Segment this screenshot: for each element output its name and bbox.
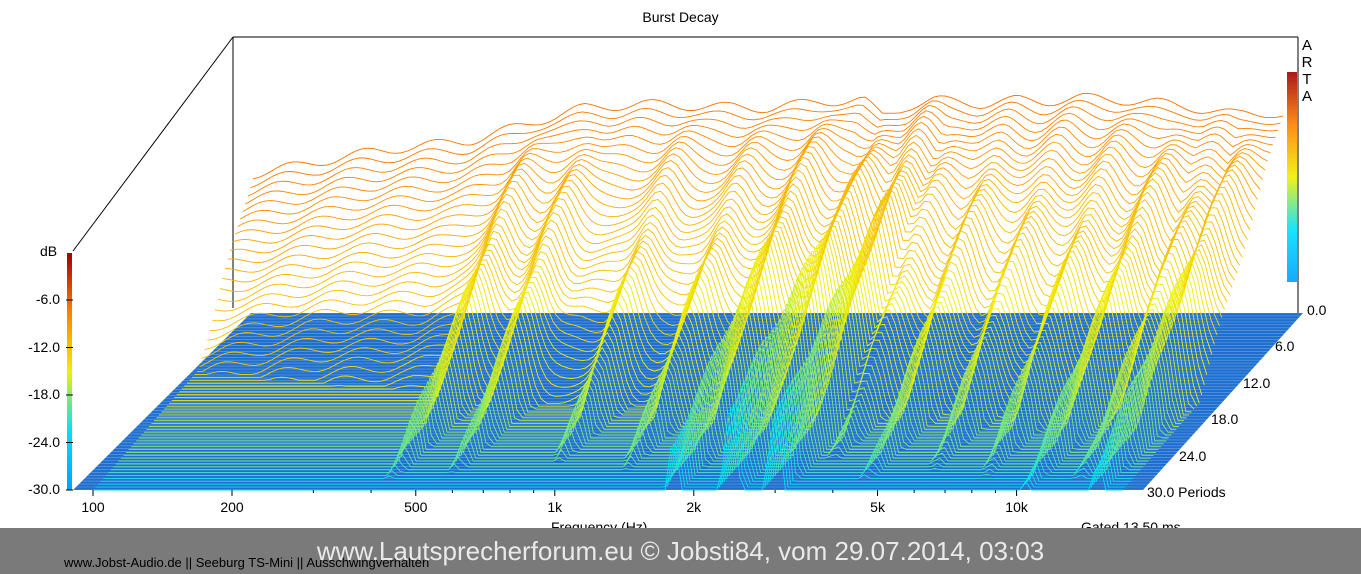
- periods-tick-label: 6.0: [1275, 338, 1295, 355]
- db-colorbar: [67, 72, 1297, 490]
- plot-frame: [72, 36, 1299, 313]
- decay-slice: [128, 339, 1159, 451]
- periods-tick-label: 18.0: [1211, 411, 1239, 428]
- footer-bar: [0, 528, 1361, 574]
- frequency-tick-label: 10k: [1005, 499, 1028, 515]
- decay-slice: [136, 330, 1167, 443]
- decay-slice: [159, 284, 1189, 416]
- brand-letter: R: [1301, 54, 1313, 71]
- decay-slice: [108, 379, 1139, 474]
- colorbar-tick-label: -30.0: [28, 481, 60, 497]
- decay-slice: [235, 134, 1266, 235]
- decay-slice: [222, 162, 1253, 283]
- decay-slice: [133, 333, 1164, 445]
- frequency-tick-label: 500: [404, 499, 428, 515]
- decay-slice: [100, 397, 1131, 482]
- decay-slice: [217, 173, 1248, 302]
- decay-slice: [247, 105, 1278, 197]
- decay-slice: [232, 141, 1264, 244]
- brand-letter: A: [1301, 88, 1312, 105]
- decay-slice: [123, 347, 1154, 456]
- decay-slice: [240, 121, 1271, 220]
- colorbar-strip: [67, 253, 72, 490]
- frequency-tick-label: 1k: [547, 499, 563, 515]
- chart-title: Burst Decay: [642, 9, 719, 25]
- back-colorbar-strip: [1287, 72, 1297, 282]
- periods-tick-label: 12.0: [1243, 374, 1271, 391]
- decay-slice: [115, 361, 1146, 465]
- decay-slices: [93, 92, 1284, 491]
- axis-ticks: [66, 299, 1018, 496]
- colorbar-tick-label: -24.0: [28, 433, 60, 450]
- periods-tick-label: 30.0 Periods: [1147, 484, 1226, 500]
- left-depth-edge: [72, 36, 234, 252]
- frequency-tick-label: 200: [220, 499, 244, 515]
- periods-tick-label: 24.0: [1179, 447, 1207, 464]
- decay-slice: [214, 178, 1246, 312]
- decay-slice: [98, 403, 1129, 485]
- decay-slice: [120, 351, 1151, 459]
- decay-slice: [227, 151, 1258, 264]
- brand-letter: T: [1302, 71, 1312, 88]
- decay-slice: [242, 115, 1273, 212]
- decay-slice: [212, 181, 1243, 322]
- decay-slice: [225, 156, 1256, 273]
- decay-slice: [209, 185, 1241, 331]
- decay-slice: [103, 392, 1134, 479]
- decay-slice: [237, 128, 1269, 227]
- watermark: www.Lautsprecherforum.eu © Jobsti84, vom…: [316, 536, 1045, 566]
- footer-text: www.Jobst-Audio.de || Seeburg TS-Mini ||…: [64, 555, 430, 570]
- decay-slice: [245, 110, 1276, 205]
- decay-slice: [230, 146, 1261, 254]
- frequency-tick-label: 5k: [870, 499, 885, 515]
- decay-slice: [207, 188, 1238, 341]
- decay-slice: [110, 373, 1141, 471]
- decay-slice: [184, 237, 1215, 387]
- decay-slice: [95, 407, 1126, 488]
- decay-slice: [250, 99, 1281, 189]
- colorbar-tick-label: -12.0: [28, 338, 60, 355]
- decay-slice: [118, 356, 1149, 462]
- periods-tick-label: 0.0: [1307, 302, 1327, 318]
- decay-slice: [219, 168, 1251, 293]
- colorbar-label: dB: [40, 243, 58, 259]
- decay-slice: [131, 336, 1162, 448]
- colorbar-tick-label: -18.0: [28, 386, 60, 402]
- decay-slice: [126, 343, 1156, 453]
- brand-letter: A: [1301, 37, 1312, 54]
- decay-slice: [204, 192, 1236, 351]
- decay-slice: [252, 92, 1284, 180]
- frequency-tick-label: 100: [81, 499, 105, 515]
- decay-slice: [93, 412, 1123, 491]
- colorbar-tick-label: -6.0: [35, 291, 60, 307]
- decay-slice: [105, 386, 1136, 477]
- decay-slice: [113, 367, 1144, 468]
- frequency-tick-label: 2k: [686, 499, 702, 515]
